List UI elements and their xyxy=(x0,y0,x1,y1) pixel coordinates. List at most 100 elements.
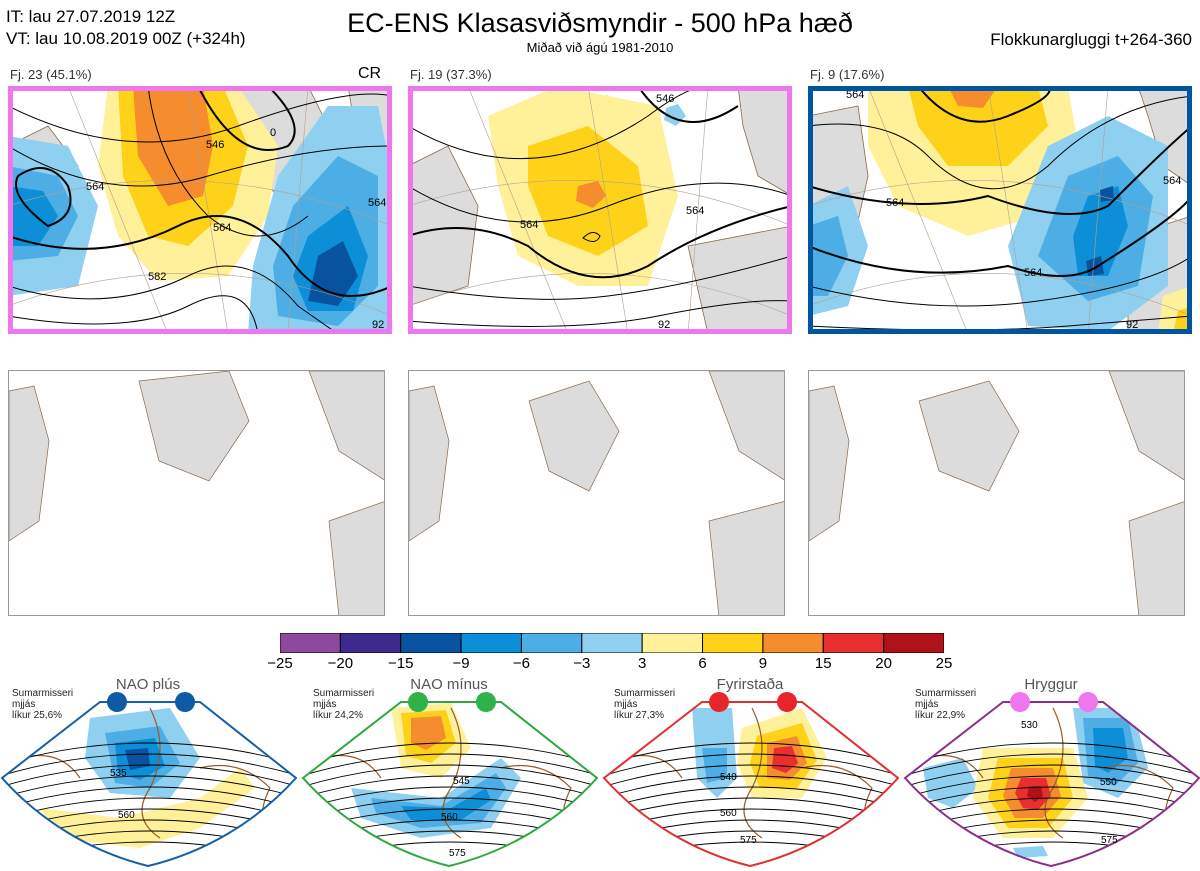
colorbar-cell xyxy=(822,633,885,653)
cluster-3-label: Fj. 9 (17.6%) xyxy=(810,67,885,82)
colorbar-cell xyxy=(581,633,643,653)
colorbar-cell xyxy=(520,633,583,653)
regime-contour-label: 560 xyxy=(441,812,458,823)
regime-info-line: Sumarmisseri xyxy=(614,688,676,699)
regime-name: Fyrirstaða xyxy=(716,676,784,693)
anomaly-negative-west-9 xyxy=(8,186,58,246)
regime-info-line: líkur 24,2% xyxy=(313,710,364,721)
cluster-1-regime-code: CR xyxy=(358,65,382,82)
colorbar-cell xyxy=(400,633,462,653)
regime-dot xyxy=(777,692,797,712)
regime-info-line: líkur 25,6% xyxy=(12,710,63,721)
colorbar-cell xyxy=(883,633,944,653)
contour-label: 564 xyxy=(213,222,231,234)
colorbar-cell xyxy=(339,633,402,653)
contour-label: 564 xyxy=(1163,175,1181,187)
contour-label: 564 xyxy=(686,205,704,217)
empty-map-1 xyxy=(8,370,385,616)
colorbar xyxy=(280,633,944,653)
empty-map-2 xyxy=(408,370,785,616)
regime-anomaly xyxy=(411,716,446,750)
cluster-1-label: Fj. 23 (45.1%) xyxy=(10,67,92,82)
colorbar-cell xyxy=(641,633,704,653)
regime-info-line: Sumarmisseri xyxy=(313,688,375,699)
colorbar-tick-label: 3 xyxy=(638,655,647,672)
regime-name: Hryggur xyxy=(1024,676,1078,693)
valid-time: VT: lau 10.08.2019 00Z (+324h) xyxy=(6,29,246,48)
colorbar-cell xyxy=(460,633,522,653)
regime-info-line: mjjás xyxy=(313,699,337,710)
contour-label: 546 xyxy=(206,139,224,151)
regime-contour-label: 575 xyxy=(449,848,466,859)
cluster-1-map: 564 564 582 546 564 0 92 xyxy=(8,86,392,334)
land-europe xyxy=(687,225,792,334)
contour-label: 546 xyxy=(656,93,674,105)
page-title: EC-ENS Klasasviðsmyndir - 500 hPa hæð xyxy=(347,8,853,38)
anomaly-positive-9 xyxy=(576,181,606,208)
regime-anomaly xyxy=(923,758,978,808)
regime-info-line: Sumarmisseri xyxy=(12,688,74,699)
land-canada xyxy=(408,145,479,307)
colorbar-tick-label: 20 xyxy=(875,655,892,672)
regime-dot xyxy=(1078,692,1098,712)
contour-label: 0 xyxy=(270,127,276,139)
cluster-1-frame xyxy=(8,86,392,334)
anomaly-negative-9 xyxy=(1073,186,1128,276)
page-subtitle: Miðað við ágú 1981-2010 xyxy=(526,40,674,55)
regime-name: NAO plús xyxy=(115,676,181,693)
regime-anomaly xyxy=(1013,846,1048,858)
regime-anomaly xyxy=(125,748,150,770)
anomaly-negative-15 xyxy=(308,241,358,306)
regime-info-line: mjjás xyxy=(614,699,638,710)
regime-contour-label: 575 xyxy=(1101,835,1118,846)
colorbar-tick-label: −15 xyxy=(387,655,414,672)
regime-info-line: líkur 27,3% xyxy=(614,710,665,721)
regime-info: Sumarmisseri mjjás líkur 22,9% xyxy=(915,688,976,721)
regime-frame xyxy=(0,701,297,868)
regime-dot xyxy=(476,692,496,712)
colorbar-tick-label: −20 xyxy=(327,655,354,672)
regime-info: Sumarmisseri mjjás líkur 27,3% xyxy=(614,688,675,721)
regime-contour-label: 575 xyxy=(740,835,757,846)
regime-info: Sumarmisseri mjjás líkur 25,6% xyxy=(12,688,73,721)
land-scandinavia xyxy=(737,86,792,197)
contour-label: 92 xyxy=(1126,319,1138,331)
run-info: IT: lau 27.07.2019 12Z VT: lau 10.08.201… xyxy=(6,6,246,50)
regime-frame xyxy=(903,701,1200,868)
colorbar-tick-label: 9 xyxy=(758,655,768,672)
regime-dot xyxy=(408,692,428,712)
colorbar-tick-label: −6 xyxy=(512,655,531,672)
regime-info-line: Sumarmisseri xyxy=(915,688,977,699)
land-scandinavia xyxy=(1137,86,1192,187)
colorbar-cell xyxy=(280,633,341,653)
anomaly-positive-6 xyxy=(908,86,1048,166)
regime-contour-label: 545 xyxy=(453,776,470,787)
colorbar-tick-label: 15 xyxy=(814,655,832,672)
anomaly-positive-9 xyxy=(948,86,998,108)
cluster-2-map: 546 564 564 92 xyxy=(408,86,792,334)
contour-label: 582 xyxy=(148,271,166,283)
cluster-2-frame xyxy=(408,86,792,334)
colorbar-tick-label: −9 xyxy=(452,655,470,672)
empty-map-3 xyxy=(808,370,1185,616)
regime-frame xyxy=(301,701,598,868)
contour-label: 92 xyxy=(372,319,384,331)
cluster-3-map: 564 564 564 564 92 xyxy=(808,86,1192,334)
regime-contour-label: 535 xyxy=(110,768,127,779)
regime-map: 540 560 575 xyxy=(602,701,899,868)
regime-contour-label: 560 xyxy=(720,808,737,819)
regime-info: Sumarmisseri mjjás líkur 24,2% xyxy=(313,688,374,721)
colorbar-cell xyxy=(762,633,824,653)
regime-dot xyxy=(107,692,127,712)
cluster-3-frame xyxy=(808,86,1192,334)
regime-contour-label: 560 xyxy=(118,810,135,821)
colorbar-cell xyxy=(702,633,764,653)
contour-label: 564 xyxy=(520,219,538,231)
colorbar-tick-label: −3 xyxy=(573,655,591,672)
contour-label: 564 xyxy=(846,89,864,101)
regime-dot xyxy=(175,692,195,712)
regime-anomaly xyxy=(401,788,491,820)
contour-label: 92 xyxy=(658,319,670,331)
regime-dot xyxy=(1010,692,1030,712)
init-time: IT: lau 27.07.2019 12Z xyxy=(6,7,176,26)
